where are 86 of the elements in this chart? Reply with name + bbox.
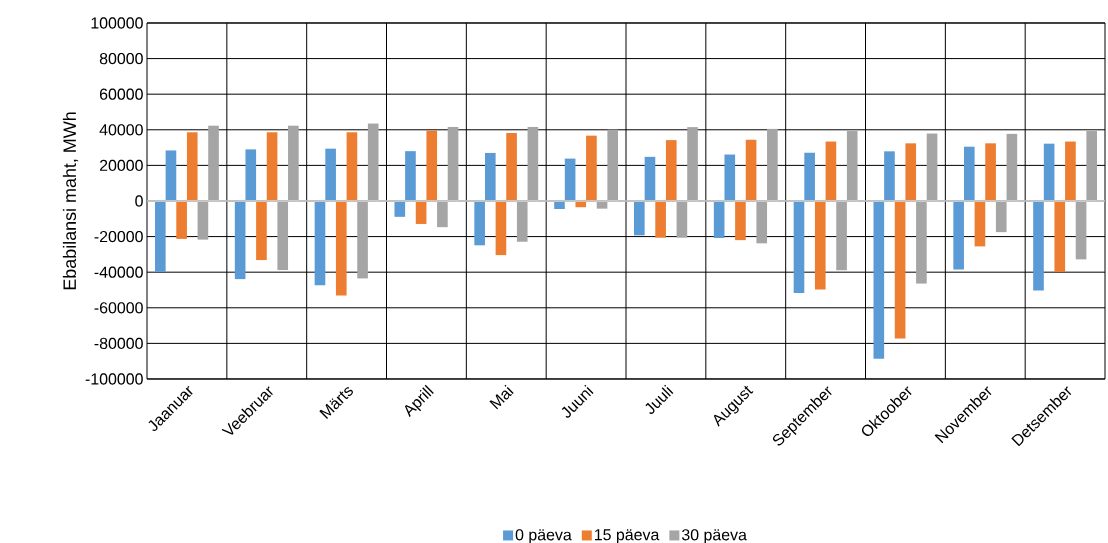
bar	[325, 148, 336, 201]
y-tick-label: 60000	[99, 88, 143, 100]
bar	[314, 200, 326, 286]
bar	[527, 126, 539, 201]
bar	[634, 200, 645, 236]
bar	[1043, 143, 1055, 201]
bar	[953, 200, 964, 270]
bar	[437, 200, 448, 228]
bar	[586, 135, 597, 201]
bar	[155, 200, 166, 272]
legend-label: 15 päeva	[595, 529, 660, 543]
legend-label: 0 päeva	[515, 529, 572, 543]
bar	[687, 127, 698, 201]
y-tick-label: -20000	[94, 230, 143, 243]
y-tick-label: 80000	[99, 52, 143, 65]
bar	[176, 200, 187, 239]
bar	[554, 200, 565, 209]
bar	[335, 200, 347, 296]
bar	[767, 128, 778, 201]
bar	[474, 200, 485, 246]
bar	[655, 200, 666, 238]
bar	[873, 200, 885, 359]
bar	[756, 200, 768, 244]
bar	[985, 143, 996, 201]
bar	[1054, 200, 1066, 273]
y-tick-label: -80000	[94, 337, 143, 350]
bar	[516, 200, 528, 242]
bar	[346, 132, 358, 201]
bar	[1086, 131, 1098, 201]
bar	[644, 156, 656, 201]
y-tick-label: 40000	[99, 124, 143, 136]
bar	[1075, 200, 1087, 260]
bar	[165, 150, 177, 201]
bar	[405, 151, 416, 201]
bar	[745, 139, 757, 201]
bar	[197, 200, 209, 240]
bar	[894, 200, 906, 339]
bar	[724, 154, 736, 201]
bar	[256, 200, 267, 261]
y-axis-title: Ebabilansi maht, MWh	[62, 112, 79, 290]
bar	[484, 152, 496, 201]
bar	[1006, 133, 1018, 201]
bar	[277, 200, 289, 271]
bar	[234, 200, 246, 280]
bar	[926, 133, 938, 201]
x-tick-label: Mai	[489, 384, 514, 410]
bar	[1065, 141, 1076, 201]
bar	[186, 132, 198, 201]
bar	[974, 200, 986, 247]
bar	[426, 130, 438, 201]
y-tick-label: 20000	[99, 159, 143, 172]
bar	[836, 200, 847, 271]
bar	[564, 158, 576, 201]
bar	[905, 143, 917, 201]
bar	[288, 125, 299, 201]
y-tick-label: 0	[135, 195, 143, 207]
bar	[415, 200, 427, 224]
bar	[676, 200, 688, 238]
bar	[208, 125, 219, 201]
bar	[665, 140, 677, 201]
y-tick-label: 100000	[91, 17, 143, 29]
bar	[1033, 200, 1044, 291]
bar	[245, 149, 257, 201]
bar	[607, 129, 619, 201]
bar	[963, 146, 975, 201]
bar	[814, 200, 826, 290]
bar	[357, 200, 368, 279]
bar	[713, 200, 725, 239]
bar	[735, 200, 746, 241]
y-tick-label: -100000	[85, 373, 143, 385]
legend-label: 30 päeva	[681, 529, 747, 543]
y-tick-label: -60000	[94, 302, 143, 314]
bar	[825, 141, 837, 201]
bar	[916, 200, 927, 284]
bar	[793, 200, 805, 294]
bar	[846, 131, 858, 201]
bar	[804, 152, 815, 201]
bar	[447, 126, 459, 201]
bar	[266, 132, 278, 201]
bar	[884, 151, 895, 201]
bar	[506, 132, 517, 201]
bar	[394, 200, 406, 217]
bar	[367, 123, 379, 201]
bar	[995, 200, 1007, 233]
y-tick-label: -40000	[94, 266, 143, 278]
bar	[495, 200, 507, 256]
